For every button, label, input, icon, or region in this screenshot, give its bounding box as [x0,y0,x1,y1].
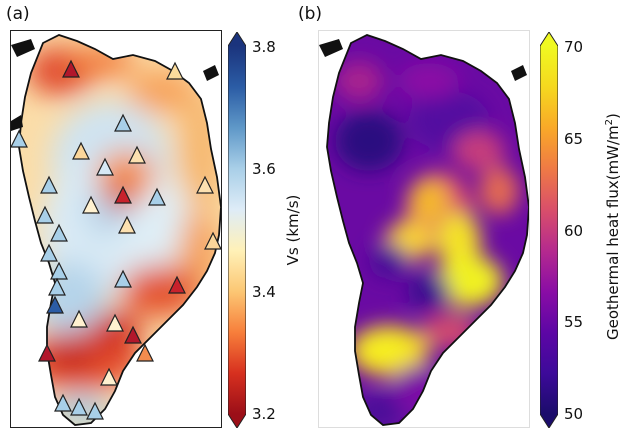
vs-islands [11,39,219,131]
heat-flux-colorbar-extend-bottom [540,414,558,428]
heat-flux-coastline [326,34,529,426]
heat-flux-title-text: Geothermal heat flux(mW/m [604,125,622,340]
heat-flux-islands [319,39,527,81]
station-marker [168,275,186,294]
station-marker [62,59,80,78]
station-marker [40,175,58,194]
heat-flux-colorbar-extend-top [540,32,558,46]
vs-colorbar-gradient [228,46,246,414]
heat-flux-map-svg [319,34,529,426]
vs-colorbar-title: Vs (km/s) [284,194,302,266]
station-marker [70,309,88,328]
station-marker [48,277,66,296]
heat-flux-field [327,35,529,425]
heat-flux-colorbar-title: Geothermal heat flux(mW/m2) [604,113,624,340]
station-marker [70,397,88,416]
station-marker [148,187,166,206]
heat-flux-tick-label: 70 [564,38,584,56]
heat-flux-colorbar [539,31,562,429]
vs-tick-label: 3.2 [252,405,276,423]
heat-flux-tick-label: 55 [564,313,584,331]
station-marker [114,269,132,288]
station-marker [136,343,154,362]
vs-colorbar [227,31,250,429]
station-marker [114,185,132,204]
vs-tick-label: 3.6 [252,160,276,178]
station-marker [11,129,28,148]
station-marker [204,231,221,250]
vs-field [19,35,221,425]
station-marker [114,113,132,132]
heat-flux-map [318,30,530,428]
station-marker [86,401,104,420]
station-marker [40,243,58,262]
heat-flux-tick-label: 65 [564,130,584,148]
station-marker [128,145,146,164]
heat-flux-tick-label: 60 [564,222,584,240]
station-marker [100,367,118,386]
station-marker [82,195,100,214]
station-marker [124,325,142,344]
station-marker [46,295,64,314]
station-marker [166,61,184,80]
panel-b-label: (b) [298,4,323,24]
vs-tick-label: 3.4 [252,283,276,301]
station-marker [50,223,68,242]
station-marker [54,393,72,412]
station-marker [72,141,90,160]
station-marker [106,313,124,332]
vs-map-svg [11,34,221,426]
heat-flux-colorbar-svg [539,31,562,429]
station-marker [36,205,54,224]
vs-stations [11,59,221,420]
station-marker [38,343,56,362]
vs-colorbar-extend-bottom [228,414,246,428]
station-marker [196,175,214,194]
vs-colorbar-svg [227,31,250,429]
heat-flux-colorbar-gradient [540,46,558,414]
station-marker [118,215,136,234]
vs-map [10,30,222,428]
heat-flux-title-suffix: ) [604,113,622,119]
station-marker [50,261,68,280]
heat-flux-tick-label: 50 [564,405,584,423]
vs-tick-label: 3.8 [252,38,276,56]
vs-colorbar-extend-top [228,32,246,46]
panel-a-label: (a) [6,4,30,24]
heat-flux-title-superscript: 2 [604,118,615,126]
station-marker [96,157,114,176]
